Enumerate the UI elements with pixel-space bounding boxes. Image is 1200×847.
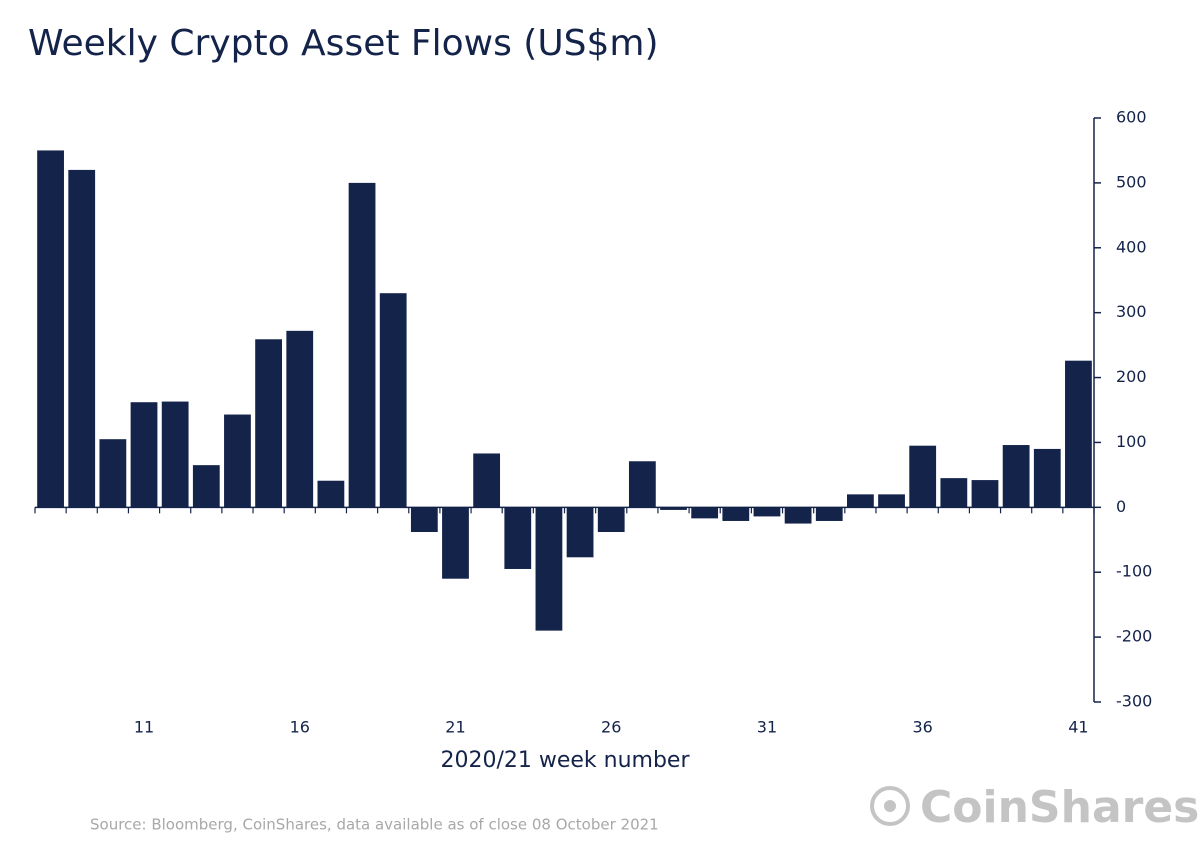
bar: [535, 507, 563, 631]
source-note: Source: Bloomberg, CoinShares, data avai…: [90, 816, 659, 834]
y-tick-label: -300: [1116, 692, 1152, 711]
brand-logo: CoinShares: [870, 782, 1199, 833]
bar: [286, 330, 314, 508]
bar: [192, 465, 220, 508]
chart-title: Weekly Crypto Asset Flows (US$m): [28, 23, 659, 64]
logo-icon-dot: [884, 800, 896, 812]
y-tick-label: 500: [1116, 172, 1147, 191]
bar: [566, 507, 594, 558]
bar: [1033, 448, 1061, 508]
bar: [628, 461, 656, 508]
y-tick-label: 0: [1116, 497, 1126, 516]
bar: [940, 478, 968, 508]
y-tick-label: 100: [1116, 432, 1147, 451]
bar: [691, 507, 719, 519]
bar: [317, 480, 345, 508]
bar: [878, 494, 905, 508]
bar: [130, 402, 158, 508]
y-tick-label: 600: [1116, 108, 1147, 127]
bar: [224, 414, 251, 508]
x-axis-label: 2020/21 week number: [440, 748, 690, 773]
x-tick-label: 16: [290, 718, 310, 737]
bar: [1002, 445, 1030, 508]
bar: [815, 507, 843, 521]
bar: [473, 453, 501, 508]
y-tick-label: 300: [1116, 302, 1147, 321]
bar: [442, 507, 469, 579]
bar: [410, 507, 438, 532]
logo-icon: [870, 786, 910, 826]
bar: [722, 507, 750, 521]
y-tick-label: -200: [1116, 627, 1152, 646]
bar: [784, 507, 812, 524]
bar: [68, 169, 96, 508]
bar: [847, 494, 874, 508]
bar: [753, 507, 781, 517]
bar: [1065, 360, 1092, 508]
x-tick-label: 41: [1068, 718, 1088, 737]
x-tick-label: 26: [601, 718, 621, 737]
brand-name: CoinShares: [920, 782, 1199, 833]
bar: [37, 150, 64, 508]
bar: [909, 445, 937, 508]
y-tick-label: 400: [1116, 237, 1147, 256]
x-tick-label: 36: [913, 718, 933, 737]
bar: [348, 182, 376, 508]
y-tick-label: 200: [1116, 367, 1147, 386]
y-tick-label: -100: [1116, 562, 1152, 581]
bar: [379, 293, 407, 508]
bar: [971, 480, 999, 508]
bar: [660, 507, 687, 510]
bar: [99, 439, 127, 508]
bar: [161, 401, 189, 508]
bar: [255, 339, 282, 508]
x-tick-label: 21: [445, 718, 465, 737]
bar: [597, 507, 625, 532]
x-tick-label: 11: [134, 718, 154, 737]
bar: [504, 507, 532, 569]
x-tick-label: 31: [757, 718, 777, 737]
